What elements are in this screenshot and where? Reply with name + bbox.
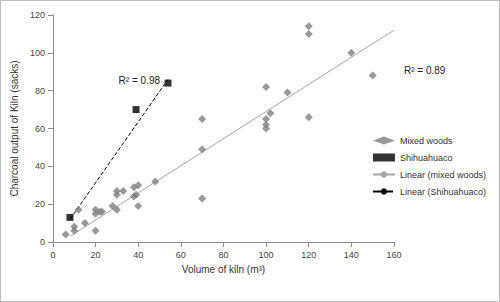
svg-text:140: 140	[344, 250, 359, 260]
svg-text:Charcoal output of Kiln (sacks: Charcoal output of Kiln (sacks)	[9, 60, 20, 196]
svg-text:80: 80	[35, 86, 45, 96]
svg-text:R² = 0.89: R² = 0.89	[404, 65, 446, 76]
svg-text:60: 60	[35, 124, 45, 134]
svg-text:120: 120	[301, 250, 316, 260]
svg-text:R² = 0.98: R² = 0.98	[119, 75, 161, 86]
svg-text:40: 40	[35, 161, 45, 171]
svg-text:Linear (mixed woods): Linear (mixed woods)	[400, 170, 486, 180]
svg-text:160: 160	[386, 250, 401, 260]
svg-text:100: 100	[259, 250, 274, 260]
svg-text:Linear (Shihuahuaco): Linear (Shihuahuaco)	[400, 187, 486, 197]
svg-text:120: 120	[30, 10, 45, 20]
svg-text:Shihuahuaco: Shihuahuaco	[400, 153, 453, 163]
svg-text:Volume of kiln (m³): Volume of kiln (m³)	[182, 264, 265, 275]
svg-text:20: 20	[35, 199, 45, 209]
svg-text:0: 0	[50, 250, 55, 260]
svg-text:0: 0	[40, 237, 45, 247]
svg-text:80: 80	[218, 250, 228, 260]
svg-text:40: 40	[133, 250, 143, 260]
svg-text:20: 20	[91, 250, 101, 260]
svg-text:60: 60	[176, 250, 186, 260]
svg-text:Mixed woods: Mixed woods	[400, 136, 453, 146]
svg-text:100: 100	[30, 48, 45, 58]
